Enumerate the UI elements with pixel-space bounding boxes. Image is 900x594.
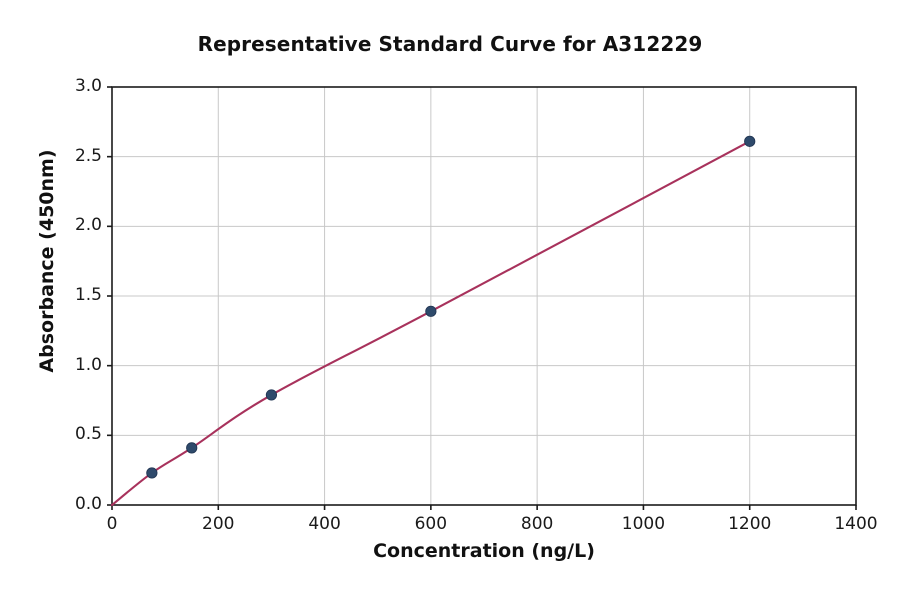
- y-tick-label: 0.5: [74, 424, 102, 445]
- x-tick-label: 800: [520, 514, 554, 534]
- data-point-marker: [186, 442, 198, 454]
- x-tick-label: 0: [106, 514, 118, 534]
- data-point-marker: [146, 467, 158, 479]
- x-tick-label: 1000: [621, 514, 666, 534]
- plot-frame: [111, 86, 857, 506]
- x-tick-label: 200: [202, 514, 235, 534]
- data-point-marker: [744, 135, 756, 147]
- data-point-markers: [146, 135, 756, 479]
- y-tick-label: 2.0: [74, 215, 102, 236]
- chart-title: Representative Standard Curve for A31222…: [197, 32, 703, 56]
- y-tick-label: 1.5: [74, 285, 102, 305]
- x-tick-label: 600: [414, 514, 448, 534]
- axis-ticks: [107, 86, 857, 510]
- y-tick-label: 2.5: [74, 145, 102, 166]
- data-point-marker: [265, 389, 278, 401]
- x-axis-label: Concentration (ng/L): [373, 540, 595, 562]
- y-tick-label: 1.0: [74, 354, 102, 375]
- y-tick-label: 3.0: [74, 76, 102, 96]
- x-tick-label: 1200: [728, 514, 772, 534]
- gridlines: [112, 87, 856, 505]
- x-tick-label: 400: [308, 514, 341, 534]
- y-tick-label: 0.0: [74, 494, 102, 514]
- data-point-marker: [425, 305, 437, 317]
- x-tick-label: 1400: [834, 514, 878, 534]
